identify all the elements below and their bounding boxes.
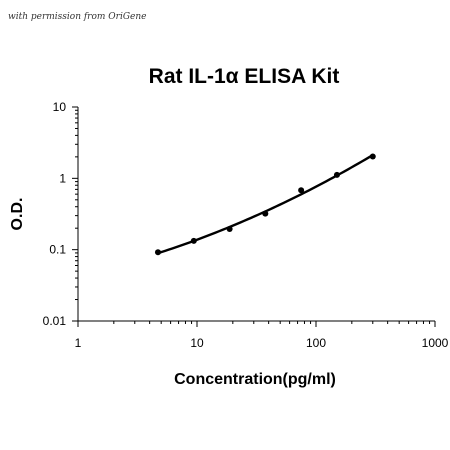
data-point xyxy=(298,187,305,194)
y-tick-label: 1 xyxy=(59,171,66,185)
data-point xyxy=(262,210,269,217)
x-axis-label: Concentration(pg/ml) xyxy=(174,371,336,388)
data-point xyxy=(226,225,233,232)
y-tick-label: 0.01 xyxy=(43,314,67,328)
data-point xyxy=(369,153,376,160)
x-tick-label: 100 xyxy=(306,336,326,350)
x-tick-label: 1 xyxy=(75,336,82,350)
watermark-text: with permission from OriGene xyxy=(8,12,147,22)
axis-ticks xyxy=(72,106,436,327)
x-tick-label: 1000 xyxy=(422,336,449,350)
standard-curve-line xyxy=(157,154,374,255)
y-axis-label: O.D. xyxy=(9,198,26,231)
data-point xyxy=(190,237,197,244)
data-point xyxy=(333,171,340,178)
data-point xyxy=(154,249,161,256)
chart-title: Rat IL-1α ELISA Kit xyxy=(149,65,340,88)
x-tick-label: 10 xyxy=(190,336,204,350)
axis-tick-labels: 1 10 100 1000 10 1 0.1 0.01 xyxy=(43,100,449,350)
y-tick-label: 10 xyxy=(53,100,67,114)
data-points xyxy=(154,153,376,256)
y-tick-label: 0.1 xyxy=(49,243,66,257)
